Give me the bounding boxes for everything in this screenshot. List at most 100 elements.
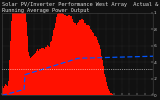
Bar [85, 23, 86, 95]
Bar [78, 22, 79, 95]
Bar [24, 13, 25, 95]
Bar [47, 45, 48, 95]
Bar [29, 56, 30, 95]
Bar [107, 86, 108, 95]
Bar [84, 23, 85, 95]
Bar [88, 26, 89, 95]
Bar [75, 23, 76, 95]
Bar [21, 13, 22, 95]
Bar [69, 15, 70, 95]
Bar [49, 47, 50, 95]
Bar [12, 13, 13, 95]
Bar [62, 13, 63, 95]
Bar [82, 19, 83, 95]
Bar [32, 56, 33, 95]
Bar [77, 23, 78, 95]
Bar [43, 48, 44, 95]
Bar [100, 53, 101, 95]
Bar [74, 23, 75, 95]
Bar [7, 86, 8, 95]
Bar [53, 30, 54, 95]
Bar [41, 48, 42, 95]
Bar [59, 13, 60, 95]
Bar [62, 14, 63, 95]
Bar [87, 25, 88, 95]
Bar [57, 14, 58, 95]
Bar [14, 13, 15, 95]
Bar [2, 86, 3, 95]
Bar [46, 48, 47, 95]
Bar [55, 23, 56, 95]
Bar [38, 51, 39, 95]
Bar [52, 36, 53, 95]
Bar [19, 13, 20, 95]
Bar [65, 15, 66, 95]
Bar [45, 47, 46, 95]
Bar [80, 20, 81, 95]
Bar [37, 49, 38, 95]
Bar [79, 20, 80, 95]
Bar [67, 16, 68, 95]
Bar [112, 94, 113, 95]
Bar [8, 73, 9, 95]
Bar [68, 15, 69, 95]
Bar [58, 13, 59, 95]
Bar [15, 13, 16, 95]
Bar [6, 85, 7, 95]
Bar [66, 16, 67, 95]
Bar [76, 25, 77, 95]
Bar [99, 45, 100, 95]
Bar [97, 41, 98, 95]
Bar [72, 19, 73, 95]
Bar [102, 60, 103, 95]
Bar [122, 94, 123, 95]
Bar [84, 23, 85, 95]
Bar [39, 49, 40, 95]
Bar [108, 89, 109, 95]
Bar [81, 19, 82, 95]
Bar [111, 93, 112, 95]
Bar [5, 86, 6, 95]
Bar [103, 66, 104, 95]
Bar [65, 15, 66, 95]
Bar [106, 82, 107, 95]
Bar [9, 60, 10, 95]
Bar [31, 57, 32, 95]
Bar [4, 86, 5, 95]
Bar [30, 58, 31, 95]
Bar [70, 16, 71, 95]
Bar [40, 49, 41, 95]
Bar [16, 13, 17, 95]
Bar [73, 22, 74, 95]
Bar [2, 90, 3, 95]
Bar [63, 14, 64, 95]
Bar [98, 43, 99, 95]
Bar [90, 29, 91, 95]
Bar [104, 74, 105, 95]
Bar [42, 48, 43, 95]
Bar [54, 28, 55, 95]
Bar [8, 81, 9, 95]
Bar [44, 49, 45, 95]
Bar [110, 93, 111, 95]
Bar [96, 37, 97, 95]
Bar [60, 13, 61, 95]
Bar [86, 25, 87, 95]
Bar [68, 14, 69, 95]
Bar [35, 52, 36, 95]
Bar [23, 13, 24, 95]
Bar [92, 32, 93, 95]
Bar [25, 13, 26, 95]
Bar [27, 36, 28, 95]
Bar [109, 91, 110, 95]
Bar [13, 13, 14, 95]
Bar [75, 23, 76, 95]
Bar [64, 15, 65, 95]
Bar [26, 22, 27, 95]
Bar [50, 42, 51, 95]
Bar [81, 19, 82, 95]
Bar [48, 46, 49, 95]
Bar [93, 33, 94, 95]
Bar [17, 13, 18, 95]
Bar [71, 16, 72, 95]
